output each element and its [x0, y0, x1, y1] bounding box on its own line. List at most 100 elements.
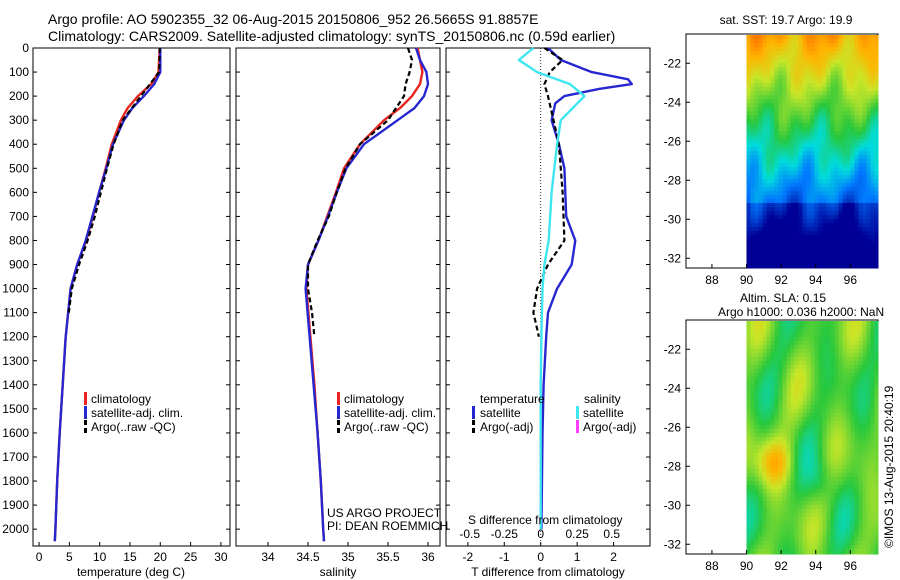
map-cell: [818, 345, 823, 350]
map-cell: [862, 517, 867, 522]
map-cell: [806, 357, 811, 362]
map-cell: [838, 171, 843, 176]
map-cell: [766, 457, 771, 462]
map-cell: [786, 227, 791, 232]
map-cell: [822, 167, 827, 172]
map-cell: [830, 489, 835, 494]
map-cell: [778, 175, 783, 180]
map-cell: [870, 151, 875, 156]
map-cell: [842, 83, 847, 88]
map-cell: [794, 341, 799, 346]
map-cell: [778, 179, 783, 184]
map-cell: [870, 517, 875, 522]
map-cell: [862, 333, 867, 338]
map-cell: [822, 401, 827, 406]
map-cell: [858, 115, 863, 120]
map-cell: [794, 259, 799, 264]
map-cell: [758, 401, 763, 406]
map-cell: [762, 39, 767, 44]
map-cell: [862, 321, 867, 326]
map-cell: [782, 75, 787, 80]
map-cell: [850, 39, 855, 44]
map-cell: [870, 43, 875, 48]
map-cell: [754, 445, 759, 450]
map-cell: [838, 75, 843, 80]
map-cell: [774, 123, 779, 128]
map-cell: [750, 437, 755, 442]
map-cell: [834, 259, 839, 264]
map-cell: [854, 509, 859, 514]
map-cell: [806, 151, 811, 156]
map-cell: [794, 223, 799, 228]
map-cell: [758, 493, 763, 498]
map-cell: [754, 183, 759, 188]
map-cell: [786, 71, 791, 76]
map-cell: [870, 397, 875, 402]
map-cell: [782, 545, 787, 550]
map-cell: [790, 175, 795, 180]
map-cell: [766, 235, 771, 240]
map-cell: [794, 501, 799, 506]
map-cell: [774, 353, 779, 358]
map-cell: [846, 341, 851, 346]
map-cell: [770, 445, 775, 450]
map-cell: [838, 461, 843, 466]
map-cell: [766, 175, 771, 180]
map-cell: [850, 505, 855, 510]
map-cell: [794, 203, 799, 208]
map-cell: [834, 83, 839, 88]
map-cell: [846, 207, 851, 212]
salinity-xlabel: salinity: [320, 565, 357, 579]
map-cell: [870, 433, 875, 438]
map-cell: [850, 425, 855, 430]
map-cell: [818, 203, 823, 208]
map-cell: [778, 203, 783, 208]
map-cell: [746, 325, 751, 330]
map-cell: [810, 489, 815, 494]
map-cell: [858, 397, 863, 402]
map-cell: [750, 163, 755, 168]
map-cell: [766, 505, 771, 510]
map-cell: [806, 87, 811, 92]
map-cell: [858, 143, 863, 148]
map-cell: [826, 321, 831, 326]
map-cell: [794, 445, 799, 450]
map-cell: [750, 533, 755, 538]
map-cell: [782, 421, 787, 426]
map-cell: [762, 195, 767, 200]
map-cell: [766, 171, 771, 176]
map-cell: [846, 63, 851, 68]
map-cell: [874, 529, 879, 534]
map-cell: [794, 361, 799, 366]
map-cell: [850, 437, 855, 442]
map-cell: [774, 473, 779, 478]
map-cell: [838, 345, 843, 350]
map-cell: [874, 39, 879, 44]
map-cell: [822, 159, 827, 164]
map-cell: [830, 59, 835, 64]
map-cell: [758, 183, 763, 188]
map-cell: [826, 445, 831, 450]
map-cell: [806, 481, 811, 486]
map-cell: [838, 537, 843, 542]
map-cell: [854, 139, 859, 144]
map-cell: [790, 139, 795, 144]
map-cell: [806, 43, 811, 48]
map-cell: [754, 35, 759, 40]
map-cell: [786, 39, 791, 44]
map-cell: [750, 325, 755, 330]
y-tick-label: 200: [9, 89, 29, 103]
map-cell: [762, 155, 767, 160]
map-cell: [838, 71, 843, 76]
map-cell: [786, 497, 791, 502]
y-tick-label: -32: [664, 251, 682, 265]
map-cell: [802, 413, 807, 418]
map-cell: [770, 345, 775, 350]
map-cell: [766, 219, 771, 224]
map-cell: [862, 79, 867, 84]
map-cell: [810, 259, 815, 264]
map-cell: [834, 501, 839, 506]
map-cell: [786, 267, 791, 269]
map-cell: [774, 433, 779, 438]
map-cell: [826, 521, 831, 526]
